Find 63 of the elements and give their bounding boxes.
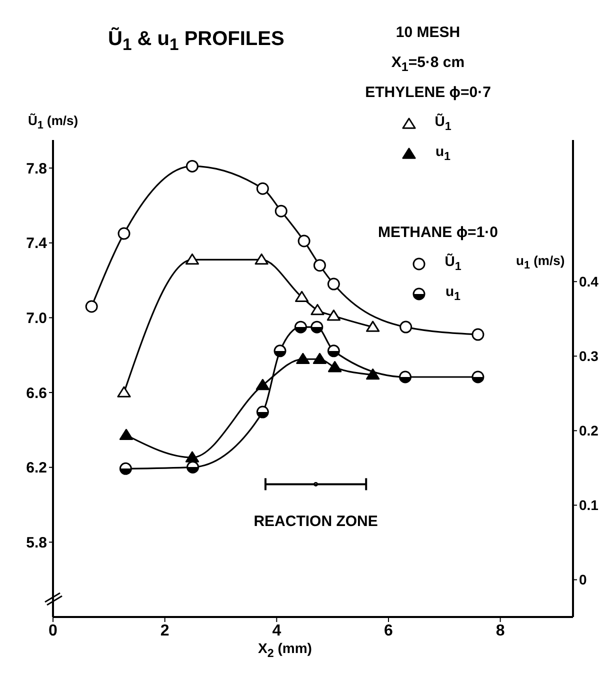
y-tick-label: 6.6	[26, 384, 47, 402]
point	[294, 320, 307, 334]
point	[186, 160, 198, 172]
y-tick-label: 7.8	[26, 160, 47, 178]
x-axis-title: X$_{2}$ (mm)	[258, 640, 312, 660]
x-tick-label: 4	[272, 622, 282, 640]
text: ETHYLENE ϕ=0·7	[364, 83, 492, 103]
point	[313, 259, 326, 272]
point	[186, 460, 200, 474]
y-tick-label: 7.4	[26, 235, 48, 252]
point	[118, 227, 130, 240]
annotation: METHANE ϕ=1·0	[376, 223, 499, 243]
point	[472, 370, 484, 384]
point	[327, 344, 340, 358]
point	[274, 204, 288, 218]
point	[327, 278, 340, 290]
y-axis-title: Ũ$_{1}$ (m/s)	[28, 113, 78, 132]
point	[119, 462, 132, 475]
point	[312, 352, 327, 364]
y2-tick-label: 0.3	[579, 348, 599, 364]
point	[472, 328, 484, 341]
point	[310, 304, 324, 316]
point	[274, 344, 286, 358]
point	[117, 386, 131, 398]
point	[295, 290, 309, 302]
point	[296, 352, 310, 364]
point	[310, 320, 324, 334]
y2-tick-label: 0.2	[579, 422, 599, 439]
x-tick-label: 0	[48, 622, 58, 640]
y2-tick-label: 0.1	[579, 497, 599, 514]
point	[314, 482, 318, 486]
point	[256, 182, 269, 195]
point	[185, 451, 200, 462]
y2-tick-label: 0.4	[579, 274, 599, 290]
point	[85, 300, 98, 313]
chart-title: Ũ$_{1}$ & u$_{1}$ PROFILES	[108, 28, 284, 55]
y-tick-label: 6.2	[26, 460, 47, 477]
y-tick-label: 7.0	[26, 310, 47, 328]
legend-label: Ũ$_{1}$	[434, 113, 452, 133]
point	[256, 406, 269, 418]
text: X$_{1}$=5·8 cm	[390, 53, 466, 76]
y2-axis-title: u$_{1}$ (m/s)	[516, 253, 565, 272]
annotation: REACTION ZONE	[254, 513, 378, 530]
legend-label: u$_{1}$	[434, 143, 452, 163]
x-tick-label: 6	[384, 622, 394, 640]
y2-tick-label: 0	[579, 572, 587, 588]
point	[399, 370, 412, 384]
point	[185, 253, 200, 265]
point	[366, 320, 380, 332]
point	[366, 368, 380, 380]
point	[119, 428, 134, 440]
legend-label: u$_{1}$	[444, 283, 462, 303]
text: 10 MESH	[394, 23, 462, 43]
y-tick-label: 5.8	[26, 534, 47, 552]
point	[400, 320, 412, 334]
point	[328, 361, 342, 372]
point	[256, 378, 270, 390]
point	[254, 253, 268, 265]
point	[298, 234, 310, 248]
point	[326, 310, 340, 321]
legend-label: Ũ$_{1}$	[444, 253, 462, 273]
x-tick-label: 8	[496, 622, 505, 640]
x-tick-label: 2	[160, 622, 170, 640]
